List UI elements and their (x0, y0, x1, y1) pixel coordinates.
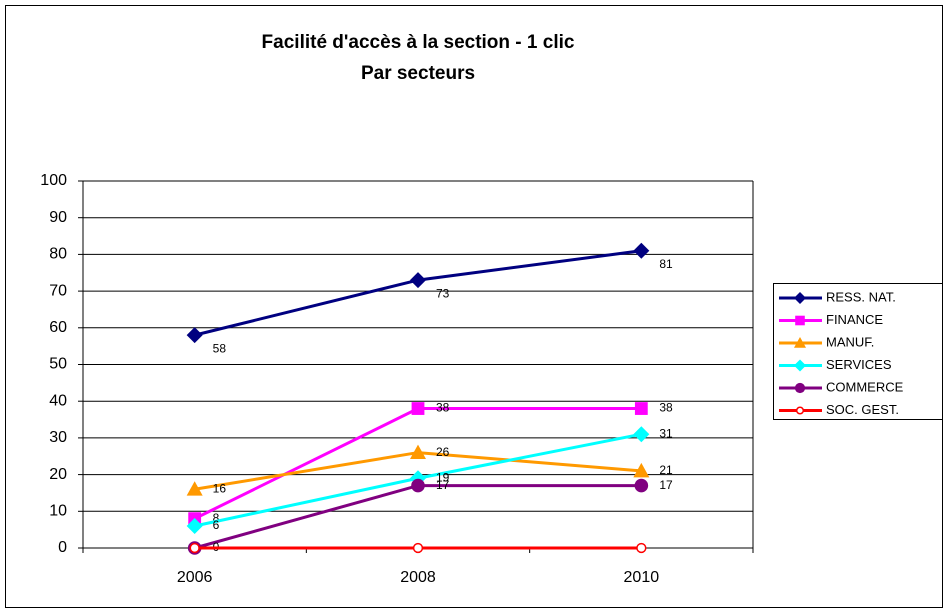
data-label: 17 (436, 478, 450, 492)
marker (795, 315, 805, 326)
marker (633, 462, 650, 478)
y-tick-label: 10 (49, 503, 67, 520)
marker (186, 327, 203, 344)
chart-title: Facilité d'accès à la section - 1 clic (262, 32, 575, 53)
data-label: 19 (436, 470, 450, 484)
y-tick-label: 80 (49, 246, 67, 263)
legend-label: SOC. GEST. (826, 402, 899, 417)
data-label: 38 (659, 401, 673, 415)
legend-label: FINANCE (826, 312, 883, 327)
y-tick-label: 60 (49, 319, 67, 336)
y-tick-label: 20 (49, 466, 67, 483)
legend-label: MANUF. (826, 334, 874, 349)
marker (634, 402, 648, 415)
marker (410, 272, 426, 289)
chart-subtitle: Par secteurs (361, 63, 475, 84)
data-label: 21 (659, 463, 673, 477)
data-label: 6 (213, 518, 220, 532)
legend-label: SERVICES (826, 357, 892, 372)
data-label: 58 (213, 341, 227, 355)
legend-label: COMMERCE (826, 379, 904, 394)
marker (636, 542, 647, 554)
marker (633, 242, 650, 259)
marker (411, 402, 425, 415)
marker (634, 478, 649, 493)
y-tick-label: 50 (49, 356, 67, 373)
y-tick-label: 0 (58, 539, 67, 556)
marker (410, 444, 426, 459)
x-tick-label: 2006 (177, 569, 213, 586)
y-tick-label: 30 (49, 429, 67, 446)
y-tick-label: 100 (40, 172, 67, 189)
legend-box (773, 283, 943, 420)
y-tick-label: 40 (49, 392, 67, 409)
x-tick-label: 2010 (624, 569, 660, 586)
data-label: 81 (659, 257, 673, 271)
legend-label: RESS. NAT. (826, 289, 896, 304)
marker (794, 359, 806, 372)
marker (794, 292, 806, 304)
y-tick-label: 70 (49, 282, 67, 299)
data-label: 31 (659, 426, 673, 440)
x-tick-label: 2008 (400, 569, 436, 586)
marker (633, 426, 650, 443)
data-label: 8 (213, 511, 220, 525)
y-tick-label: 90 (49, 209, 67, 226)
marker (795, 406, 805, 415)
marker (411, 478, 425, 493)
marker (186, 481, 203, 496)
data-label: 73 (436, 286, 450, 300)
marker (794, 382, 806, 394)
data-label: 38 (436, 401, 450, 415)
marker (794, 337, 806, 348)
data-label: 17 (659, 478, 673, 492)
data-label: 26 (436, 445, 450, 459)
marker (186, 517, 203, 534)
marker (189, 542, 200, 554)
data-label: 16 (213, 481, 227, 495)
marker (412, 542, 424, 554)
